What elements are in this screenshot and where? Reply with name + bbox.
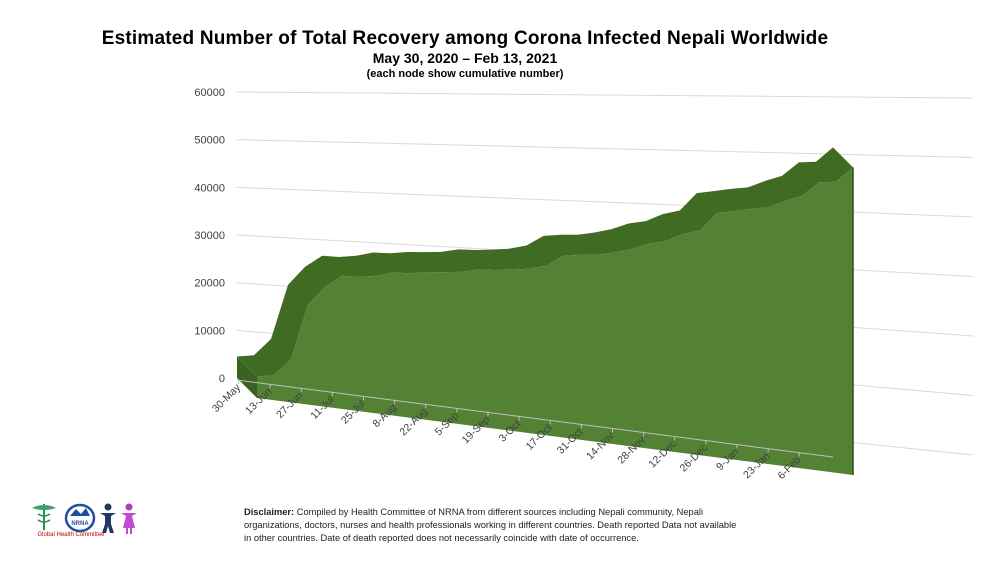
- chart-subtitle: May 30, 2020 – Feb 13, 2021: [372, 50, 558, 66]
- area-top-surface: [237, 147, 853, 377]
- gridline: [236, 139, 974, 158]
- logo-caption: Global Health Committee: [37, 532, 105, 538]
- nrna-badge-text: NRNA: [71, 521, 89, 527]
- disclaimer-text: Compiled by Health Committee of NRNA fro…: [244, 507, 737, 543]
- person-icon: [100, 503, 116, 533]
- gridline: [236, 91, 974, 99]
- chart-title: Estimated Number of Total Recovery among…: [101, 28, 829, 49]
- x-tick-label: 30-May: [210, 381, 244, 415]
- disclaimer: Disclaimer: Compiled by Health Committee…: [244, 506, 744, 545]
- y-tick-label: 30000: [194, 230, 225, 242]
- y-tick-label: 10000: [194, 325, 225, 337]
- area-front-face: [257, 167, 853, 475]
- y-tick-label: 40000: [194, 182, 225, 194]
- area-left-face: [237, 356, 257, 398]
- nrna-logo-group: NRNA: [28, 500, 148, 548]
- caduceus-icon: [32, 504, 56, 530]
- y-tick-label: 0: [219, 373, 225, 385]
- y-axis-ticks: 0 10000 20000 30000 40000 50000 60000: [194, 87, 225, 385]
- person-female-icon: [121, 503, 137, 534]
- y-tick-label: 50000: [194, 135, 225, 147]
- nrna-badge-icon: NRNA: [64, 503, 96, 533]
- chart-note: (each node show cumulative number): [366, 68, 564, 80]
- y-tick-label: 20000: [194, 278, 225, 290]
- y-tick-label: 60000: [194, 87, 225, 99]
- area-series: [237, 147, 854, 475]
- disclaimer-label: Disclaimer:: [244, 507, 295, 517]
- x-axis-line: [236, 379, 834, 458]
- gridline: [236, 186, 974, 218]
